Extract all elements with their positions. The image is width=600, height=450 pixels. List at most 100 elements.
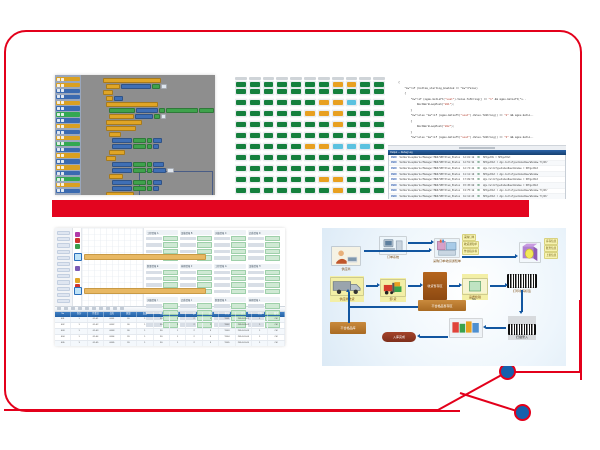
palette-chip-5[interactable] [56, 106, 80, 111]
form-field-row[interactable] [214, 236, 246, 242]
status-cell-body[interactable] [276, 121, 289, 128]
data-grid-header-cell[interactable]: 数量 [121, 311, 138, 317]
form-field-row[interactable] [146, 236, 178, 242]
status-cell[interactable] [345, 77, 358, 88]
code-block[interactable] [133, 144, 146, 149]
status-cell[interactable] [359, 176, 372, 185]
status-cell-body[interactable] [248, 81, 261, 88]
form-field-value[interactable] [265, 269, 280, 275]
status-cell[interactable] [331, 121, 344, 130]
status-cell-body[interactable] [304, 132, 316, 139]
log-row[interactable]: INFO SvcWorkLoopWorkerManager/MES/SPP/Ite… [389, 189, 565, 195]
status-cell-body[interactable] [359, 176, 372, 183]
code-block[interactable] [109, 132, 121, 137]
status-cell[interactable] [359, 132, 372, 141]
form-field-row[interactable] [214, 288, 246, 295]
status-cell[interactable] [304, 132, 316, 141]
block-palette[interactable] [55, 75, 81, 195]
status-cell[interactable] [276, 143, 289, 152]
status-cell-body[interactable] [276, 99, 289, 106]
status-cell-body[interactable] [373, 99, 385, 106]
status-cell[interactable] [373, 176, 385, 185]
form-field-value[interactable] [163, 303, 178, 309]
status-cell[interactable] [304, 77, 316, 88]
status-cell[interactable] [248, 132, 261, 141]
status-cell[interactable] [290, 176, 303, 185]
form-field-row[interactable] [180, 275, 212, 282]
status-cell-body[interactable] [359, 110, 372, 117]
status-cell-body[interactable] [304, 143, 316, 150]
status-cell-body[interactable] [373, 143, 385, 150]
status-cell[interactable] [290, 187, 303, 196]
form-field-row[interactable] [146, 303, 178, 309]
code-block[interactable] [153, 144, 159, 149]
status-cell-body[interactable] [290, 121, 303, 128]
status-cell[interactable] [373, 165, 385, 174]
status-cell-body[interactable] [317, 132, 330, 139]
scheduler-tree-pane[interactable] [55, 228, 73, 306]
form-field-row[interactable] [180, 282, 212, 288]
block-row[interactable] [103, 78, 161, 83]
status-cell[interactable] [248, 143, 261, 152]
log-row[interactable]: INFO SvcWorkLoopWorkerManager/MES/SPP/Ite… [389, 160, 565, 167]
status-cell-body[interactable] [359, 88, 372, 95]
code-block[interactable] [153, 168, 166, 173]
status-cell-body[interactable] [373, 132, 385, 139]
status-cell-body[interactable] [248, 154, 261, 161]
code-block[interactable] [154, 114, 160, 119]
code-block[interactable] [106, 156, 116, 161]
status-cell[interactable] [235, 187, 247, 196]
log-row[interactable]: INFO SvcWorkLoopWorkerManager/MES/SPP/Ite… [389, 171, 565, 178]
data-grid-header-cell[interactable]: 不良 [154, 311, 170, 317]
status-cell[interactable] [331, 132, 344, 141]
status-cell[interactable] [290, 77, 303, 88]
block-row[interactable] [112, 162, 164, 167]
status-cell-body[interactable] [373, 81, 385, 88]
table-row[interactable]: 005 1 01-05 0005 20 1 30 1 2 5 T005 2014-01-05 1 OK [55, 340, 285, 346]
status-cell-body[interactable] [304, 187, 316, 194]
status-cell[interactable] [373, 143, 385, 152]
status-cell[interactable] [290, 110, 303, 119]
form-field-row[interactable] [248, 309, 280, 315]
form-field-value[interactable] [231, 288, 246, 295]
status-cell[interactable] [248, 176, 261, 185]
status-cell-body[interactable] [331, 132, 344, 139]
status-cell-body[interactable] [317, 143, 330, 150]
status-cell-body[interactable] [304, 121, 316, 128]
status-cell[interactable] [248, 88, 261, 97]
block-row[interactable] [112, 186, 159, 191]
form-field-value[interactable] [163, 322, 178, 328]
status-cell-body[interactable] [304, 176, 316, 183]
status-cell[interactable] [345, 176, 358, 185]
status-cell-body[interactable] [276, 81, 289, 88]
status-cell-body[interactable] [331, 187, 344, 194]
status-cell-body[interactable] [262, 99, 275, 106]
status-cell-body[interactable] [373, 121, 385, 128]
status-cell-body[interactable] [235, 187, 247, 194]
status-cell[interactable] [331, 77, 344, 88]
block-row[interactable] [106, 126, 136, 131]
data-grid-header-cell[interactable]: 区分 [71, 311, 88, 317]
status-cell[interactable] [331, 176, 344, 185]
form-field-value[interactable] [231, 236, 246, 242]
form-field-row[interactable] [180, 269, 212, 275]
status-cell[interactable] [290, 121, 303, 130]
status-cell[interactable] [248, 154, 261, 163]
scheduler-node-marker[interactable] [74, 266, 80, 271]
status-cell[interactable] [317, 154, 330, 163]
code-block[interactable] [106, 96, 113, 101]
code-block[interactable] [161, 114, 166, 119]
status-cell[interactable] [317, 187, 330, 196]
form-field-row[interactable] [180, 236, 212, 242]
status-cell[interactable] [373, 99, 385, 108]
status-cell[interactable] [317, 143, 330, 152]
status-cell[interactable] [304, 121, 316, 130]
palette-chip-18[interactable] [56, 182, 80, 188]
status-cell-body[interactable] [359, 99, 372, 106]
status-cell[interactable] [373, 187, 385, 196]
status-cell-body[interactable] [262, 110, 275, 117]
status-cell-body[interactable] [276, 165, 289, 172]
status-cell[interactable] [276, 165, 289, 174]
form-field-row[interactable] [214, 242, 246, 248]
table-row[interactable]: 004 1 01-04 0004 20 1 30 1 2 4 T004 2014-01-04 1 OK [55, 334, 285, 341]
